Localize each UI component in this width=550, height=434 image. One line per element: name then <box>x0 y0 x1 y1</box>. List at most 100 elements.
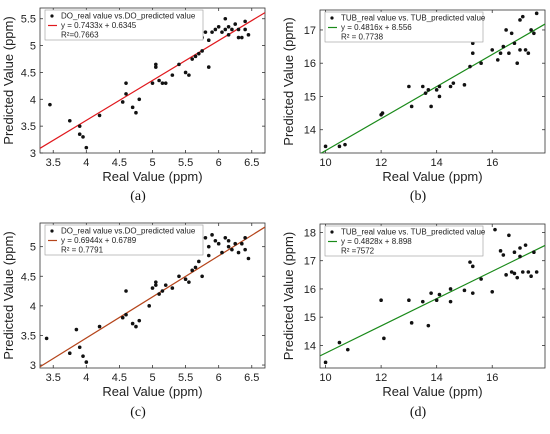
fit-line <box>321 23 546 154</box>
data-point <box>206 38 211 43</box>
data-point <box>532 31 536 36</box>
data-point <box>81 135 85 139</box>
data-point <box>243 247 247 252</box>
data-point <box>177 274 181 279</box>
data-point <box>479 61 483 66</box>
y-axis-label: Predicted Value (ppm) <box>1 231 16 359</box>
legend-entry: y = 0.7433x + 0.6345 <box>61 21 137 30</box>
data-point <box>130 105 135 110</box>
x-tick-label: 5.5 <box>178 157 193 169</box>
data-point <box>407 84 411 89</box>
data-point <box>197 51 201 56</box>
data-point <box>226 238 231 243</box>
y-tick-label: 4.5 <box>21 271 36 283</box>
data-point <box>154 283 158 287</box>
data-point <box>157 78 161 83</box>
data-point <box>493 227 497 232</box>
data-point <box>130 321 135 326</box>
data-point <box>520 270 525 274</box>
data-point <box>501 44 506 49</box>
x-tick-label: 12 <box>375 372 387 384</box>
y-tick-label: 4 <box>30 301 36 313</box>
data-point <box>243 19 247 24</box>
x-tick-label: 6 <box>216 372 222 384</box>
plot-frame <box>319 9 546 154</box>
data-point <box>501 253 506 257</box>
data-point <box>206 65 211 69</box>
legend-marker-points <box>330 230 334 234</box>
data-point <box>434 88 439 92</box>
panel-label: (b) <box>410 189 427 204</box>
data-point <box>526 270 531 274</box>
data-point <box>462 83 467 87</box>
data-point <box>448 287 453 291</box>
data-point <box>529 28 533 32</box>
legend-entry: y = 0.6944x + 0.6789 <box>61 236 137 245</box>
data-point <box>526 51 531 56</box>
x-axis-label: Real Value (ppm) <box>102 384 202 399</box>
data-point <box>236 35 241 40</box>
data-point <box>200 274 204 279</box>
x-tick-label: 6.5 <box>244 157 259 169</box>
data-point <box>409 321 414 325</box>
data-point <box>190 268 195 273</box>
data-point <box>504 28 508 32</box>
data-point <box>170 73 175 77</box>
data-point <box>77 345 82 350</box>
panel-label: (a) <box>130 189 146 204</box>
data-point <box>187 73 191 77</box>
x-tick-label: 5 <box>149 372 155 384</box>
data-point <box>470 264 475 269</box>
data-point <box>337 144 342 149</box>
x-axis-label: Real Value (ppm) <box>382 169 482 184</box>
data-point <box>77 132 82 137</box>
x-tick-label: 12 <box>375 157 387 169</box>
y-tick-label: 17 <box>304 25 316 37</box>
data-point <box>233 241 238 246</box>
data-point <box>462 288 467 293</box>
y-tick-label: 15 <box>304 312 316 324</box>
panel-label: (c) <box>130 405 146 420</box>
data-point <box>343 142 347 147</box>
data-point <box>409 104 414 109</box>
y-tick-label: 4 <box>30 94 36 106</box>
data-point <box>518 254 522 259</box>
scatter-panel-d: 10 12 14 16 14 15 16 17 18 TUB_real value vs. TUB… <box>281 223 546 420</box>
fit-line <box>319 244 546 357</box>
legend-entry: R² = 0.7791 <box>61 246 104 255</box>
data-point <box>193 265 198 270</box>
data-point <box>124 289 128 293</box>
data-point <box>518 18 522 22</box>
data-point <box>518 48 522 52</box>
data-point <box>509 31 514 36</box>
y-axis-label: Predicted Value (ppm) <box>1 16 16 144</box>
data-point <box>223 235 228 240</box>
legend-entry: DO_real value vs.DO_predicted value <box>61 12 196 21</box>
legend-entry: TUB_real value vs. TUB_predicted value <box>341 228 486 237</box>
y-tick-label: 18 <box>304 227 316 239</box>
x-tick-label: 14 <box>431 157 443 169</box>
x-tick-label: 10 <box>319 372 331 384</box>
data-point <box>323 360 328 365</box>
data-point <box>216 24 221 29</box>
data-point <box>345 347 350 352</box>
data-point <box>426 88 431 92</box>
data-point <box>134 110 138 115</box>
data-point <box>534 11 539 16</box>
panel-label: (d) <box>410 405 427 420</box>
x-tick-label: 6.5 <box>244 372 259 384</box>
data-point <box>515 275 520 280</box>
y-tick-label: 5 <box>30 242 36 254</box>
data-point <box>134 324 138 329</box>
data-point <box>170 286 175 290</box>
data-point <box>437 94 442 99</box>
data-point <box>470 41 475 46</box>
legend-entry: DO_real value vs.DO_predicted value <box>61 227 196 236</box>
data-point <box>183 277 188 282</box>
y-tick-label: 14 <box>304 125 316 137</box>
data-point <box>423 91 428 95</box>
data-point <box>498 249 503 253</box>
legend-marker-points <box>50 14 54 18</box>
x-axis-label: Real Value (ppm) <box>102 169 202 184</box>
